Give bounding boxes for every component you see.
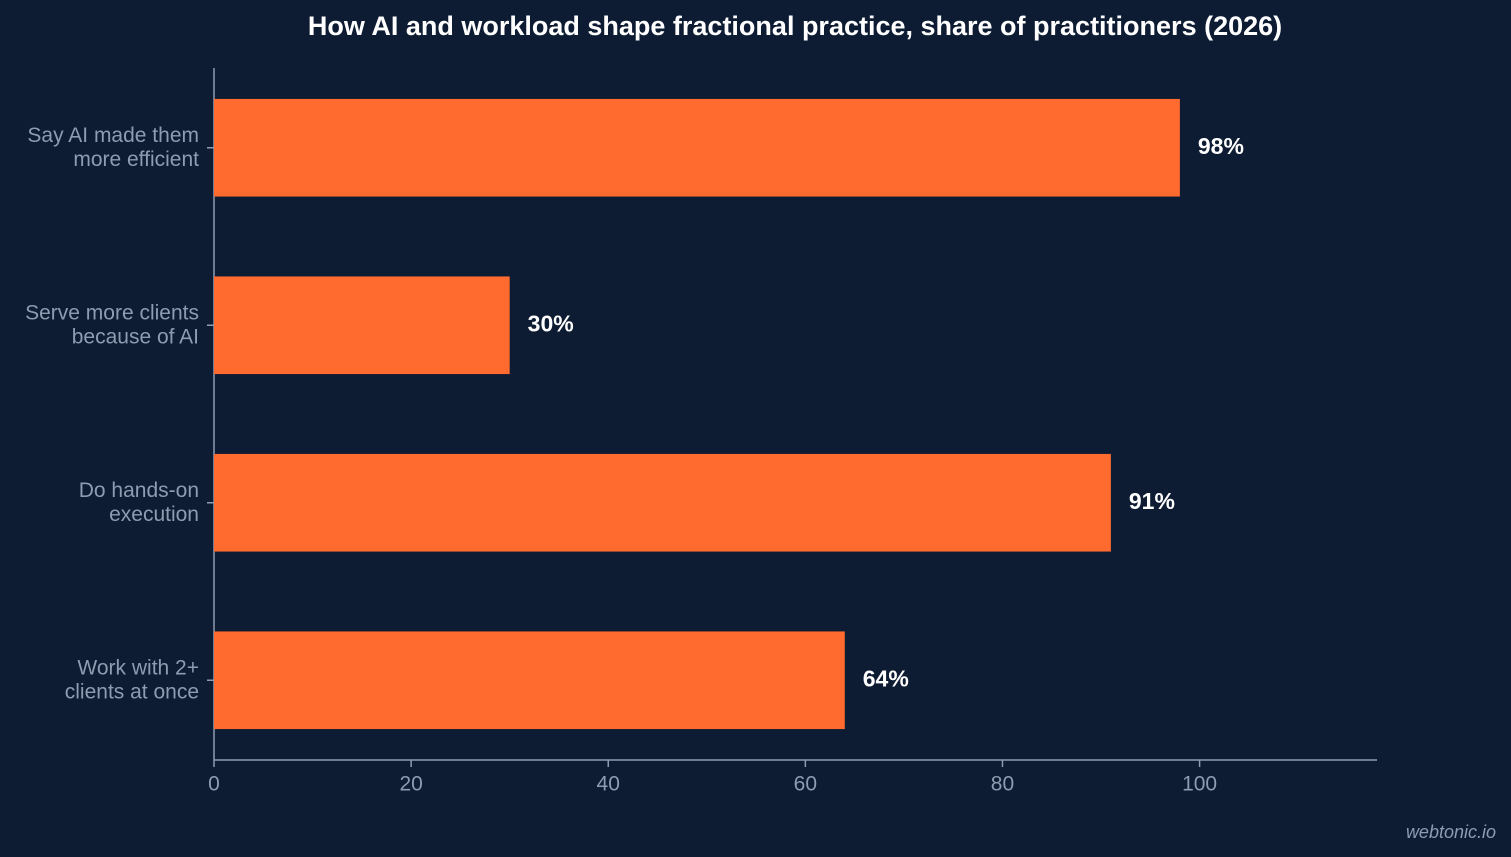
x-tick-label: 0 (208, 773, 220, 796)
value-label: 98% (1198, 133, 1244, 159)
value-label: 64% (863, 665, 909, 691)
bar (214, 453, 1111, 552)
x-tick-label: 40 (597, 773, 620, 796)
watermark: webtonic.io (1406, 822, 1496, 842)
y-tick-label: Serve more clients because of AI (25, 301, 199, 348)
bar (214, 98, 1180, 197)
chart-title: How AI and workload shape fractional pra… (308, 11, 1282, 41)
value-label: 30% (528, 310, 574, 336)
bar (214, 276, 510, 375)
y-tick-label: Say AI made them more efficient (27, 123, 199, 170)
x-tick-label: 20 (399, 773, 422, 796)
bar (214, 631, 845, 730)
value-label: 91% (1129, 488, 1175, 514)
y-tick-label: Work with 2+ clients at once (65, 656, 199, 703)
x-tick-label: 80 (991, 773, 1014, 796)
y-tick-label: Do hands-on execution (79, 478, 199, 525)
x-tick-label: 60 (794, 773, 817, 796)
x-tick-label: 100 (1182, 773, 1217, 796)
